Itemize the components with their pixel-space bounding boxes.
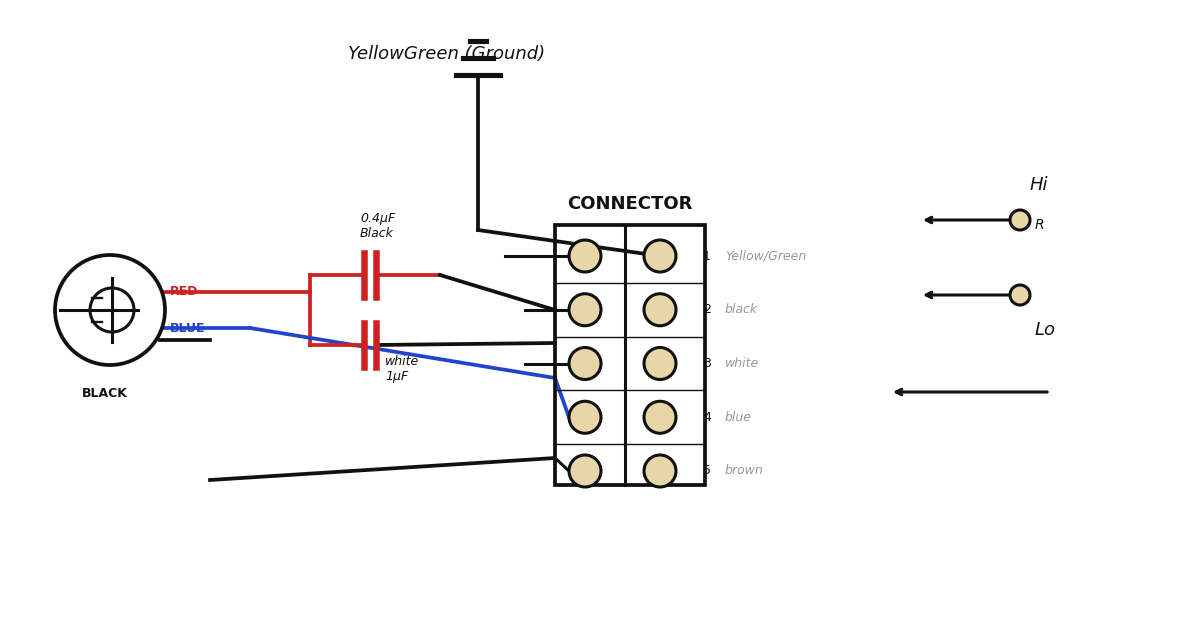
Text: Yellow/Green: Yellow/Green xyxy=(725,249,806,263)
Circle shape xyxy=(569,240,601,272)
Circle shape xyxy=(569,294,601,326)
Text: blue: blue xyxy=(725,411,752,424)
Text: CONNECTOR: CONNECTOR xyxy=(568,195,692,213)
Bar xyxy=(554,225,706,485)
Text: white
1μF: white 1μF xyxy=(385,355,419,383)
Text: 5: 5 xyxy=(703,464,710,478)
Text: R: R xyxy=(1034,218,1045,232)
Text: 0.4μF
Black: 0.4μF Black xyxy=(360,212,395,240)
Circle shape xyxy=(644,294,676,326)
Circle shape xyxy=(644,240,676,272)
Circle shape xyxy=(644,401,676,433)
Text: Hi: Hi xyxy=(1030,176,1049,194)
Text: 3: 3 xyxy=(703,357,710,370)
Text: brown: brown xyxy=(725,464,763,478)
Text: black: black xyxy=(725,303,758,316)
Circle shape xyxy=(1010,285,1030,305)
Text: 4: 4 xyxy=(703,411,710,424)
Text: BLUE: BLUE xyxy=(170,321,205,335)
Text: 2: 2 xyxy=(703,303,710,316)
Text: YellowGreen (Ground): YellowGreen (Ground) xyxy=(348,45,545,63)
Text: RED: RED xyxy=(170,285,198,299)
Circle shape xyxy=(644,348,676,379)
Text: white: white xyxy=(725,357,760,370)
Circle shape xyxy=(644,455,676,487)
Circle shape xyxy=(569,455,601,487)
Text: Lo: Lo xyxy=(1034,321,1056,339)
Text: BLACK: BLACK xyxy=(82,387,128,400)
Circle shape xyxy=(569,348,601,379)
Circle shape xyxy=(1010,210,1030,230)
Text: 1: 1 xyxy=(703,249,710,263)
Circle shape xyxy=(569,401,601,433)
